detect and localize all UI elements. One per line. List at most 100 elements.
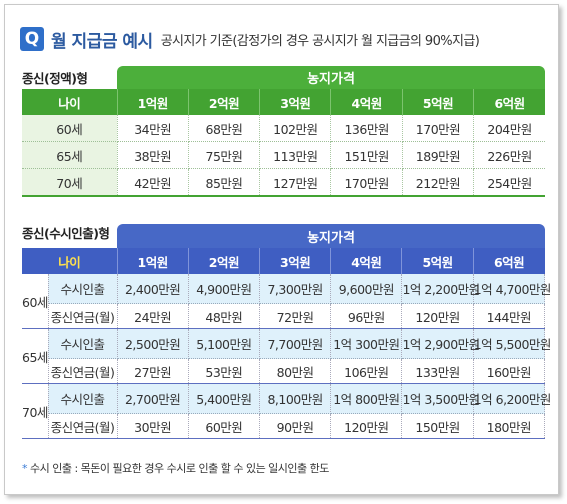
value-cell: 144만원 [473,303,546,329]
value-cell: 75만원 [188,141,261,169]
value-cell: 9,600만원 [330,274,403,304]
value-cell: 133만원 [401,358,474,384]
value-cell: 120만원 [401,303,474,329]
value-cell: 226만원 [473,141,545,169]
value-cell: 150만원 [401,413,474,439]
value-cell: 27만원 [117,358,189,384]
age-cell: 70세 [22,168,118,197]
value-cell: 8,100만원 [259,383,332,414]
value-cell: 189만원 [402,141,475,169]
row-type-label: 종신연금(월) [48,413,118,439]
value-cell: 60만원 [188,413,260,439]
column-header: 6억원 [473,89,545,115]
row-type-label: 수시인출 [48,328,118,359]
withdraw-row: 65세 수시인출 2,500만원 5,100만원 7,700만원 1억 300만… [22,328,551,384]
price-band-green: 농지가격 [117,66,545,89]
column-header: 6억원 [473,248,545,274]
value-cell: 106만원 [330,358,403,384]
age-cell: 70세 [22,383,49,439]
value-cell: 1억 2,200만원 [401,274,480,304]
value-cell: 72만원 [259,303,332,329]
table-header-row: 나이 1억원 2억원 3억원 4억원 5억원 6억원 [22,89,545,115]
value-cell: 1억 800만원 [330,383,403,414]
value-cell: 1억 4,700만원 [473,274,551,304]
age-header: 나이 [22,248,118,274]
value-cell: 160만원 [473,358,546,384]
column-header: 3억원 [259,89,332,115]
value-cell: 38만원 [117,141,189,169]
value-cell: 170만원 [402,115,475,142]
value-cell: 170만원 [330,168,403,197]
value-cell: 2,700만원 [117,383,189,414]
column-header: 1억원 [117,89,189,115]
value-cell: 127만원 [259,168,332,197]
table-row: 60세 34만원 68만원 102만원 136만원 170만원 204만원 [22,115,545,142]
value-cell: 48만원 [188,303,260,329]
age-cell: 65세 [22,328,49,384]
column-header: 2억원 [188,248,260,274]
withdrawal-type-table: 나이 1억원 2억원 3억원 4억원 5억원 6억원 60세 수시인출 2,40… [22,248,551,439]
table-row: 65세 38만원 75만원 113만원 151만원 189만원 226만원 [22,141,545,169]
page-title: 월 지급금 예시 [51,31,153,52]
value-cell: 68만원 [188,115,261,142]
value-cell: 1억 300만원 [330,328,403,359]
price-band-blue: 농지가격 [117,224,545,248]
value-cell: 96만원 [330,303,403,329]
row-type-label: 종신연금(월) [48,358,118,384]
column-header: 5억원 [402,89,475,115]
value-cell: 90만원 [259,413,332,439]
fixed-type-table: 나이 1억원 2억원 3억원 4억원 5억원 6억원 60세 34만원 68만원… [22,89,545,197]
age-cell: 60세 [22,115,118,142]
footnote-star: * [22,462,28,475]
column-header: 3억원 [259,248,332,274]
value-cell: 7,300만원 [259,274,332,304]
column-header: 4억원 [330,89,403,115]
page-subtitle: 공시지가 기준(감정가의 경우 공시지가 월 지급금의 90%지급) [160,33,480,49]
value-cell: 80만원 [259,358,332,384]
value-cell: 1억 5,500만원 [473,328,551,359]
value-cell: 2,500만원 [117,328,189,359]
footnote-text: 수시 인출 : 목돈이 필요한 경우 수시로 인출 할 수 있는 일시인출 한도 [30,462,329,475]
column-header: 4억원 [330,248,403,274]
value-cell: 1억 2,900만원 [401,328,480,359]
value-cell: 1억 6,200만원 [473,383,551,414]
value-cell: 254만원 [473,168,545,197]
value-cell: 24만원 [117,303,189,329]
value-cell: 2,400만원 [117,274,189,304]
footnote: * 수시 인출 : 목돈이 필요한 경우 수시로 인출 할 수 있는 일시인출 … [22,460,329,476]
row-type-label: 종신연금(월) [48,303,118,329]
value-cell: 180만원 [473,413,546,439]
annuity-row: 종신연금(월) 30만원 60만원 90만원 120만원 150만원 180만원 [22,413,546,439]
column-header: 5억원 [401,248,474,274]
value-cell: 4,900만원 [188,274,260,304]
table-row: 70세 42만원 85만원 127만원 170만원 212만원 254만원 [22,168,545,197]
value-cell: 151만원 [330,141,403,169]
value-cell: 120만원 [330,413,403,439]
annuity-row: 종신연금(월) 24만원 48만원 72만원 96만원 120만원 144만원 [22,303,546,329]
header: Q 월 지급금 예시 공시지가 기준(감정가의 경우 공시지가 월 지급금의 9… [20,26,480,52]
value-cell: 30만원 [117,413,189,439]
age-cell: 65세 [22,141,118,169]
row-type-label: 수시인출 [48,274,118,304]
age-header: 나이 [22,89,118,115]
value-cell: 1억 3,500만원 [401,383,480,414]
value-cell: 42만원 [117,168,189,197]
column-header: 2억원 [188,89,261,115]
value-cell: 5,400만원 [188,383,260,414]
withdraw-row: 70세 수시인출 2,700만원 5,400만원 8,100만원 1억 800만… [22,383,551,439]
value-cell: 7,700만원 [259,328,332,359]
section-label-withdrawal: 종신(수시인출)형 [22,226,110,241]
table-header-row: 나이 1억원 2억원 3억원 4억원 5억원 6억원 [22,248,545,274]
value-cell: 204만원 [473,115,545,142]
annuity-row: 종신연금(월) 27만원 53만원 80만원 106만원 133만원 160만원 [22,358,546,384]
q-badge: Q [20,27,44,51]
value-cell: 34만원 [117,115,189,142]
column-header: 1억원 [117,248,189,274]
age-cell: 60세 [22,274,49,329]
withdraw-row: 60세 수시인출 2,400만원 4,900만원 7,300만원 9,600만원… [22,274,551,329]
section-label-fixed: 종신(정액)형 [22,71,88,86]
value-cell: 102만원 [259,115,332,142]
value-cell: 5,100만원 [188,328,260,359]
value-cell: 113만원 [259,141,332,169]
row-type-label: 수시인출 [48,383,118,414]
